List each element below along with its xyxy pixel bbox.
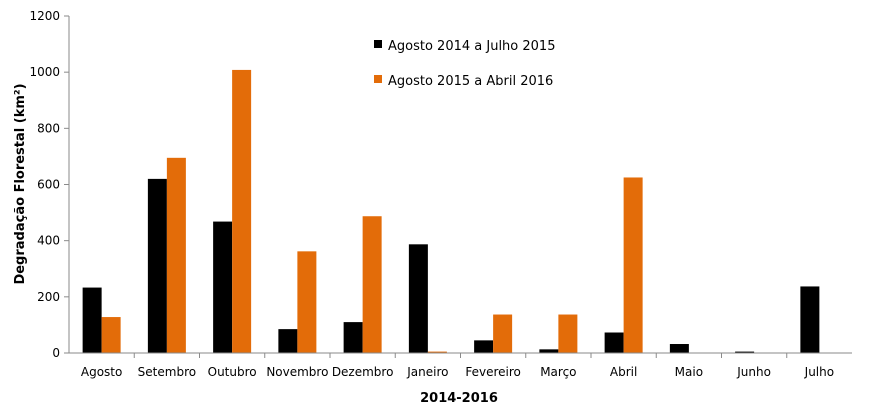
bar-series-1-abril [604,332,624,353]
x-tick-label: Dezembro [332,365,394,379]
y-tick-label: 600 [37,178,60,192]
bar-series-1-janeiro [408,244,428,353]
x-tick-label: Setembro [138,365,196,379]
bar-series-1-julho [800,286,820,353]
bar-series-2-dezembro [362,216,382,353]
x-tick-label: Abril [610,365,637,379]
legend: Agosto 2014 a Julho 2015 Agosto 2015 a A… [374,39,555,89]
bar-series-1-junho [735,351,755,353]
bar-series-1-março [539,349,559,353]
bar-series-1-maio [669,344,689,353]
bar-series-1-agosto [82,287,102,353]
legend-label-series-2: Agosto 2015 a Abril 2016 [388,74,553,89]
bar-series-2-setembro [166,157,186,353]
x-tick-label: Março [540,365,576,379]
bar-series-1-setembro [147,178,167,353]
legend-swatch-series-1 [374,40,382,48]
y-tick-label: 1000 [29,65,60,79]
bar-series-1-outubro [213,221,233,353]
x-axis-labels: Agosto Setembro Outubro Novembro Dezembro Jan… [81,353,834,379]
x-tick-label: Maio [675,365,703,379]
bar-series-2-janeiro [427,351,447,353]
legend-label-series-1: Agosto 2014 a Julho 2015 [388,39,555,54]
x-axis-title: 2014-2016 [420,391,498,406]
x-tick-label: Fevereiro [465,365,521,379]
x-tick-label: Julho [804,365,834,379]
bar-series-2-fevereiro [493,314,513,353]
y-tick-label: 200 [37,290,60,304]
bar-series-2-abril [623,177,643,353]
bar-series-2-agosto [101,317,121,353]
x-tick-label: Junho [736,365,771,379]
y-tick-label: 1200 [29,9,60,23]
y-tick-label: 800 [37,121,60,135]
y-tick-label: 400 [37,234,60,248]
bar-series-2-outubro [232,69,252,354]
x-tick-label: Outubro [208,365,257,379]
bar-series-2-março [558,314,578,353]
y-tick-label: 0 [52,346,60,360]
y-axis-ticks: 0 200 400 600 800 1000 1200 [29,9,69,360]
legend-swatch-series-2 [374,75,382,83]
bar-series-1-fevereiro [474,340,494,353]
x-tick-label: Agosto [81,365,122,379]
bar-series-2-novembro [297,251,317,353]
y-axis-title: Degradação Florestal (km²) [13,83,28,284]
x-tick-label: Novembro [266,365,328,379]
bars [82,69,820,354]
bar-series-1-novembro [278,329,298,353]
x-tick-label: Janeiro [406,365,448,379]
bar-series-1-dezembro [343,322,363,353]
